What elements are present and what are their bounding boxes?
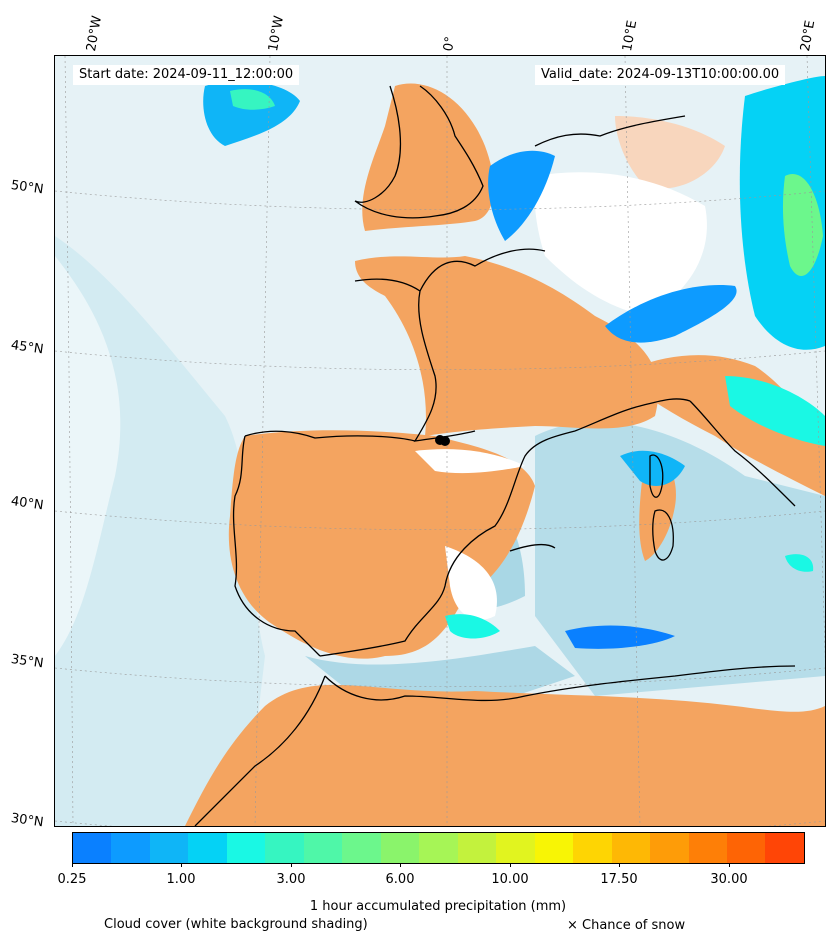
coast-france-channel — [419, 248, 546, 292]
colorbar-swatch — [342, 833, 381, 863]
parallel-45n — [55, 350, 825, 371]
valid-date-label: Valid_date: 2024-09-13T10:00:00.00 — [535, 65, 786, 85]
colorbar-swatch — [380, 833, 420, 863]
lon-label-10e: 10°E — [620, 19, 641, 53]
colorbar-swatch — [650, 833, 689, 863]
colorbar-swatch — [765, 833, 804, 863]
colorbar-swatch — [534, 833, 574, 863]
precipitation-map — [55, 56, 825, 826]
precip-alps — [605, 285, 737, 343]
coast-north-sea — [534, 115, 686, 147]
germany-partial-clear — [615, 116, 725, 189]
colorbar-tick-label: 3.00 — [276, 872, 306, 887]
cloud-cover-note: Cloud cover (white background shading) — [104, 917, 368, 932]
colorbar-swatch — [419, 833, 458, 863]
snow-legend: × Chance of snow — [567, 918, 686, 933]
colorbar-swatch — [73, 833, 112, 863]
coast-great-britain — [354, 85, 484, 219]
coastlines — [194, 85, 796, 826]
north-africa-clear — [185, 684, 825, 826]
coast-iberia-north — [244, 430, 416, 442]
colorbar-tickmark — [291, 863, 292, 867]
coast-france-atlantic — [354, 278, 476, 442]
colorbar-swatch — [611, 833, 651, 863]
precip-west-ireland-core — [230, 89, 275, 110]
colorbar-tickmark — [729, 863, 730, 867]
colorbar-tick-label: 6.00 — [385, 872, 415, 887]
lon-label-20e: 20°E — [798, 19, 819, 53]
lat-label-45n: 45°N — [9, 338, 45, 358]
precip-central-europe-core — [782, 174, 823, 276]
graticule — [55, 56, 825, 826]
colorbar-swatch — [111, 833, 150, 863]
colorbar-tickmark — [72, 863, 73, 867]
lon-label-20w: 20°W — [84, 14, 106, 53]
precip-alboran — [445, 614, 500, 639]
parallel-35n — [55, 667, 825, 688]
lon-label-10w: 10°W — [266, 14, 288, 53]
great-britain-clear — [362, 83, 494, 231]
coast-iberia-west — [232, 435, 321, 657]
pyrenees-cloud — [415, 449, 525, 474]
colorbar-tickmark — [400, 863, 401, 867]
lat-label-35n: 35°N — [9, 652, 45, 672]
coast-sardinia — [652, 509, 674, 561]
colorbar-swatch — [265, 833, 304, 863]
precip-ligurian — [620, 450, 685, 486]
colorbar-swatch — [188, 833, 227, 863]
snow-marker — [440, 436, 450, 446]
meridian-10e — [624, 56, 641, 826]
colorbar-tick-label: 0.25 — [57, 872, 87, 887]
colorbar-tick-label: 17.50 — [600, 872, 638, 887]
meridian-20w — [64, 56, 74, 826]
precip-adriatic — [725, 376, 825, 446]
france-clear — [355, 256, 659, 436]
meridian-20e — [806, 56, 825, 662]
colorbar-tickmark — [510, 863, 511, 867]
colorbar-tickmark — [181, 863, 182, 867]
colorbar-swatch — [573, 833, 612, 863]
coast-balearics — [509, 543, 556, 552]
colorbar-swatch — [303, 833, 343, 863]
meridian-10w — [254, 56, 271, 826]
colorbar-tick-label: 10.00 — [491, 872, 529, 887]
colorbar-label: 1 hour accumulated precipitation (mm) — [309, 899, 567, 914]
precipitation-colorbar — [72, 832, 805, 864]
precip-tunisia — [785, 554, 814, 572]
lat-label-30n: 30°N — [9, 811, 45, 831]
colorbar-swatch — [496, 833, 535, 863]
precip-central-europe — [739, 76, 825, 350]
lat-label-50n: 50°N — [9, 178, 45, 198]
colorbar-swatch — [226, 833, 266, 863]
colorbar-tickmark — [619, 863, 620, 867]
precip-benelux — [488, 150, 555, 241]
lon-label-0: 0° — [441, 35, 459, 53]
coast-italy — [689, 400, 796, 507]
coast-morocco-atlantic — [194, 675, 326, 826]
precip-west-ireland — [203, 81, 300, 146]
colorbar-swatch — [726, 833, 766, 863]
lat-label-40n: 40°N — [9, 494, 45, 514]
coast-north-africa — [324, 665, 796, 702]
central-europe-cloud — [534, 172, 707, 316]
coast-gulf-lion — [574, 398, 691, 432]
colorbar-swatch — [149, 833, 189, 863]
colorbar-tick-label: 30.00 — [710, 872, 748, 887]
map-panel — [54, 55, 826, 827]
colorbar-swatch — [688, 833, 727, 863]
parallel-40n — [55, 510, 825, 531]
valencia-cloud — [445, 546, 497, 620]
colorbar-swatch — [457, 833, 497, 863]
colorbar-tick-label: 1.00 — [166, 872, 196, 887]
ocean-cloud-west — [55, 256, 121, 656]
alboran-cloud — [305, 646, 575, 696]
start-date-label: Start date: 2024-09-11_12:00:00 — [73, 65, 300, 85]
coast-corsica — [649, 454, 664, 498]
coast-iberia-east — [319, 430, 576, 657]
snow-markers — [435, 435, 450, 446]
parallel-50n — [55, 190, 825, 211]
precip-algeria-coast — [565, 625, 675, 649]
